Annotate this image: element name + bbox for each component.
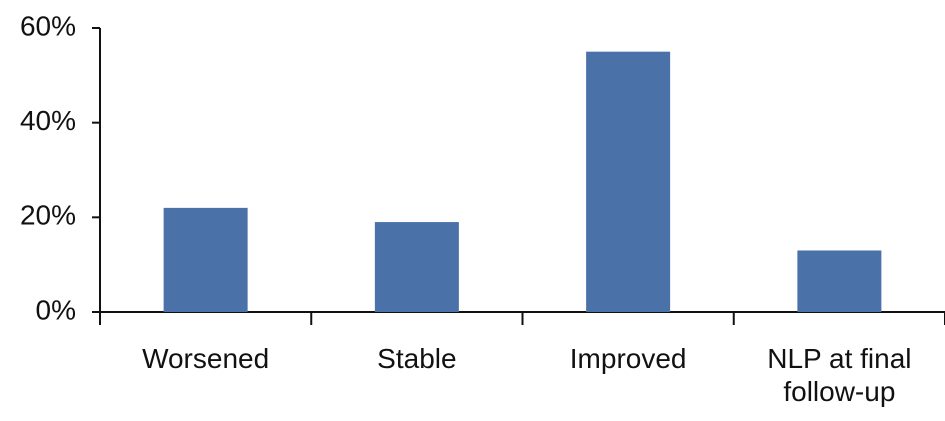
bar [163, 207, 248, 312]
bar [586, 51, 671, 313]
y-tick-label: 0% [36, 294, 76, 325]
bar [797, 250, 882, 312]
x-tick-label: Improved [569, 343, 687, 374]
bar [374, 222, 459, 312]
y-tick-label: 40% [20, 105, 76, 136]
x-tick-label: NLP at final follow-up [767, 343, 912, 407]
y-tick-label: 20% [20, 200, 76, 231]
x-tick-label: Worsened [142, 343, 270, 374]
x-tick-label: Stable [377, 343, 457, 374]
y-tick-label: 60% [20, 10, 76, 41]
